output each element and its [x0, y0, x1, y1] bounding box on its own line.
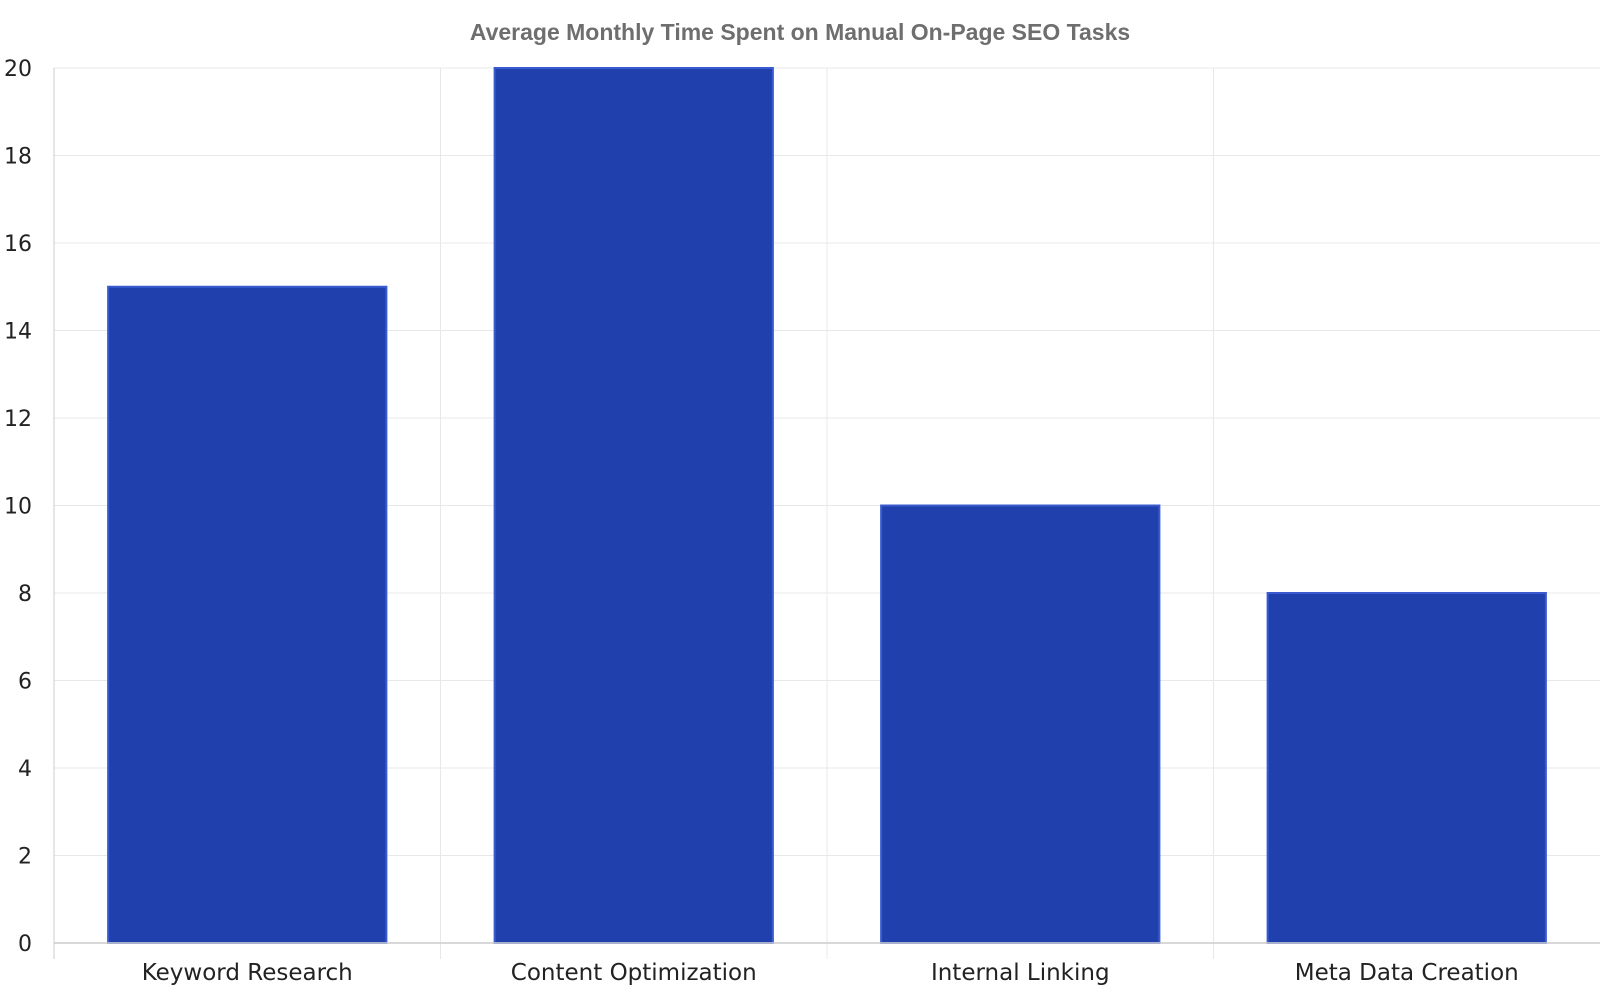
- y-tick-label: 18: [4, 145, 32, 170]
- x-tick-label: Keyword Research: [142, 960, 353, 986]
- bar: [1266, 592, 1547, 944]
- y-tick-label: 14: [4, 320, 32, 345]
- y-tick-label: 4: [18, 757, 32, 782]
- y-tick-label: 10: [4, 495, 32, 520]
- x-tick-label: Internal Linking: [931, 960, 1110, 986]
- y-tick-label: 0: [18, 932, 32, 957]
- y-tick-label: 8: [18, 582, 32, 607]
- bar: [880, 504, 1161, 944]
- bar-layer: [107, 67, 1547, 944]
- y-tick-label: 2: [18, 845, 32, 870]
- y-tick-label: 20: [4, 57, 32, 82]
- x-tick-label: Content Optimization: [511, 960, 757, 986]
- x-tick-label: Meta Data Creation: [1295, 960, 1519, 986]
- axis-layer: [53, 68, 1600, 959]
- bar: [107, 285, 388, 944]
- chart-title: Average Monthly Time Spent on Manual On-…: [469, 19, 1131, 45]
- bar: [493, 67, 774, 944]
- label-layer: 0 2 4 6 8 10 12 14 16 18 20 Keyword Research Content…: [4, 57, 1519, 986]
- y-tick-label: 12: [4, 407, 32, 432]
- y-tick-label: 16: [4, 232, 32, 257]
- y-tick-label: 6: [18, 670, 32, 695]
